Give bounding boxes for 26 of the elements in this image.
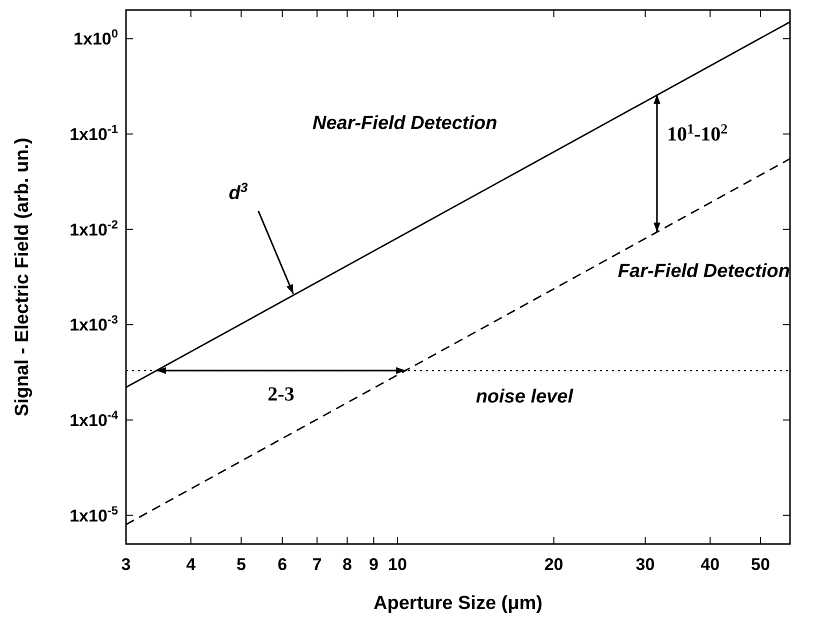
y-tick-label: 1x10$^{-4}$ (70, 408, 118, 430)
x-axis-title: Aperture Size (μm) (374, 593, 542, 614)
y-tick-label: 1x10$^{-3}$ (70, 312, 118, 335)
x-tick-label: 6 (278, 555, 288, 574)
text: Near-Field Detection (312, 112, 498, 134)
x-tick-label: 8 (342, 555, 352, 574)
series-label: Far-Field Detection (618, 260, 790, 282)
y-tick-label: 1x10$^{-1}$ (70, 122, 118, 144)
x-tick-label: 9 (369, 555, 378, 574)
annotation: 10$^{1}$-10$^{2}$ (666, 122, 728, 146)
y-tick-label: 1x10$^{-5}$ (70, 503, 118, 526)
ref-line-label: noise level (476, 386, 574, 408)
x-tick-label: 10 (388, 555, 407, 574)
annotation: d$^{3}$ (228, 179, 248, 204)
x-tick-label: 30 (636, 555, 655, 574)
x-tick-label: 20 (544, 555, 564, 574)
y-axis-title: Signal - Electric Field (arb. un.) (12, 138, 33, 416)
x-tick-label: 50 (750, 555, 770, 574)
x-tick-label: 4 (186, 555, 196, 574)
x-tick-label: 7 (312, 555, 322, 574)
y-tick-label: 1x10$^{-2}$ (70, 217, 118, 240)
x-tick-label: 5 (236, 555, 246, 574)
x-tick-label: 40 (700, 555, 720, 574)
annotation: 2-3 (268, 384, 294, 406)
x-tick-label: 3 (121, 555, 131, 574)
y-tick-label: 1x10$^{0}$ (74, 26, 118, 49)
